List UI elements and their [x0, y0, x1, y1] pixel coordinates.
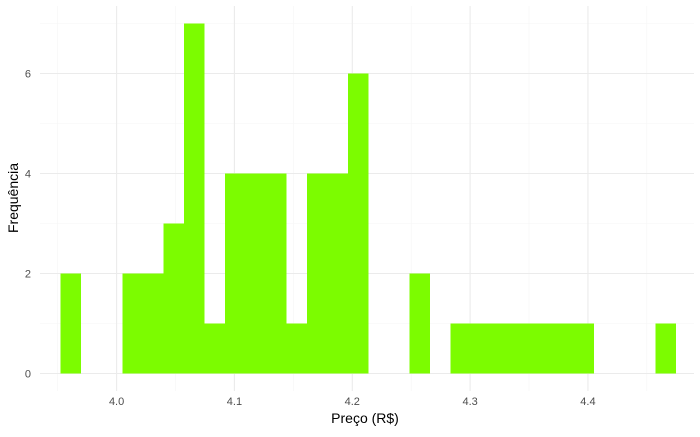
histogram-bar — [347, 73, 369, 374]
histogram-bar — [327, 173, 348, 374]
x-tick-label: 4.4 — [580, 396, 595, 408]
histogram-bar — [655, 323, 676, 374]
histogram-bar — [204, 323, 225, 374]
histogram-bar — [450, 323, 471, 374]
histogram-bars — [60, 23, 676, 374]
x-axis-title: Preço (R$) — [331, 410, 399, 426]
histogram-bar — [265, 173, 287, 374]
histogram-bar — [183, 23, 205, 374]
y-tick-label: 6 — [25, 69, 31, 81]
x-tick-label: 4.0 — [109, 396, 124, 408]
y-axis-tick-labels: 0 2 4 6 — [25, 69, 31, 381]
histogram-bar — [573, 323, 594, 374]
x-axis-tick-labels: 4.0 4.1 4.2 4.3 4.4 — [109, 396, 596, 408]
histogram-bar — [532, 323, 553, 374]
histogram-bar — [511, 323, 533, 374]
y-tick-label: 0 — [25, 369, 31, 381]
histogram-bar — [491, 323, 512, 374]
y-tick-label: 2 — [25, 269, 31, 281]
histogram-bar — [245, 173, 266, 374]
y-tick-label: 4 — [25, 169, 31, 181]
histogram-bar — [286, 323, 307, 374]
x-tick-label: 4.1 — [227, 396, 242, 408]
histogram-bar — [409, 273, 430, 374]
y-axis-title: Frequência — [5, 163, 21, 233]
histogram-bar — [552, 323, 574, 374]
histogram-bar — [142, 273, 164, 374]
histogram-bar — [60, 273, 82, 374]
histogram-bar — [224, 173, 246, 374]
histogram-bar — [306, 173, 328, 374]
x-tick-label: 4.3 — [462, 396, 477, 408]
histogram-bar — [163, 223, 184, 374]
x-tick-label: 4.2 — [345, 396, 360, 408]
histogram-bar — [470, 323, 492, 374]
histogram-bar — [122, 273, 143, 374]
